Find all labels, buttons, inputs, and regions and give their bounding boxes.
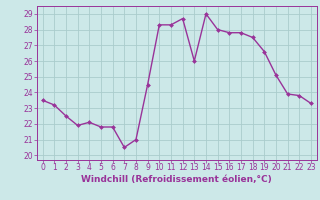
X-axis label: Windchill (Refroidissement éolien,°C): Windchill (Refroidissement éolien,°C) xyxy=(81,175,272,184)
